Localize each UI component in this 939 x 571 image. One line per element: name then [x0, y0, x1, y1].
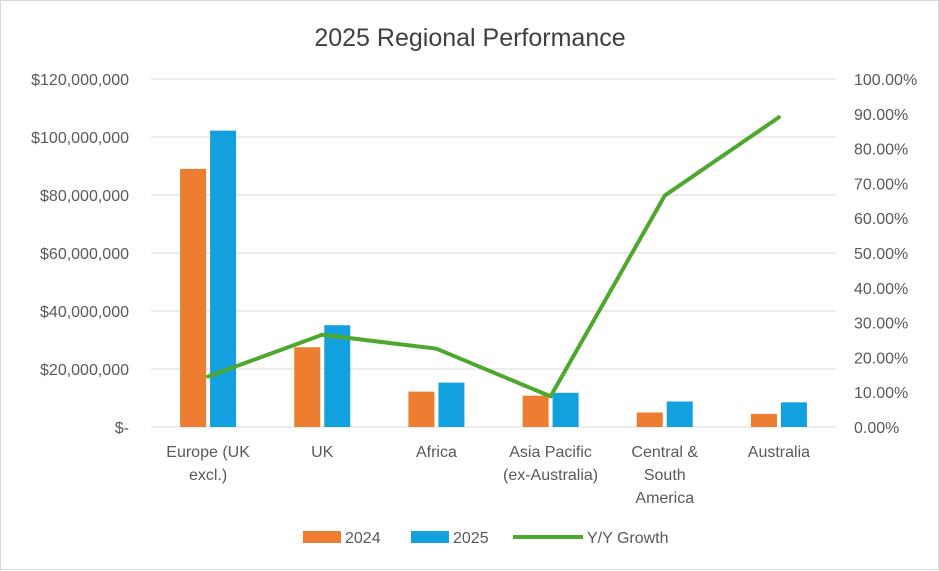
bar-2025 [781, 402, 807, 427]
left-axis-ticks: $- $20,000,000 $40,000,000 $60,000,000 $80,0… [31, 72, 129, 437]
category-label: Africa [416, 444, 457, 461]
legend-label: Y/Y Growth [587, 530, 669, 547]
category-label: excl.) [189, 467, 227, 484]
category-label: (ex-Australia) [503, 467, 598, 484]
chart-title: 2025 Regional Performance [314, 24, 625, 52]
bar-2024 [637, 413, 663, 428]
legend-item[interactable]: Y/Y Growth [513, 530, 669, 547]
right-tick-label: 0.00% [854, 420, 899, 437]
legend-swatch [303, 531, 341, 543]
legend[interactable]: 2024 2025 Y/Y Growth [303, 530, 669, 547]
right-tick-label: 60.00% [854, 211, 908, 228]
bar-2024 [751, 414, 777, 427]
right-tick-label: 90.00% [854, 107, 908, 124]
bar-2024 [294, 347, 320, 427]
left-tick-label: $120,000,000 [31, 72, 129, 89]
right-tick-label: 70.00% [854, 176, 908, 193]
growth-line [208, 117, 779, 396]
left-tick-label: $20,000,000 [40, 362, 129, 379]
category-label: Australia [748, 444, 810, 461]
right-tick-label: 50.00% [854, 246, 908, 263]
legend-swatch [411, 531, 449, 543]
bar-2025 [553, 393, 579, 427]
bars [180, 131, 807, 427]
left-tick-label: $40,000,000 [40, 304, 129, 321]
category-label: Europe (UK [166, 444, 250, 461]
bar-2025 [667, 401, 693, 427]
right-tick-label: 40.00% [854, 281, 908, 298]
bar-2025 [324, 325, 350, 427]
right-tick-label: 20.00% [854, 350, 908, 367]
right-tick-label: 30.00% [854, 316, 908, 333]
bar-2024 [180, 169, 206, 427]
category-label: America [635, 490, 694, 507]
category-labels: Europe (UK excl.) UK Africa Asia Pacific (ex-… [166, 444, 810, 507]
bar-2025 [210, 131, 236, 427]
legend-item[interactable]: 2025 [411, 530, 489, 547]
legend-item[interactable]: 2024 [303, 530, 381, 547]
right-tick-label: 10.00% [854, 385, 908, 402]
gridlines [151, 79, 836, 427]
right-tick-label: 100.00% [854, 72, 917, 89]
category-label: Central & [631, 444, 698, 461]
growth-line-layer [208, 117, 779, 396]
category-label: UK [311, 444, 334, 461]
bar-2024 [408, 392, 434, 427]
legend-label: 2024 [345, 530, 381, 547]
category-label: South [644, 467, 686, 484]
right-axis-ticks: 0.00% 10.00% 20.00% 30.00% 40.00% 50.00% 60.00… [854, 72, 917, 437]
legend-label: 2025 [453, 530, 489, 547]
left-tick-label: $60,000,000 [40, 246, 129, 263]
bar-2025 [438, 383, 464, 427]
category-label: Asia Pacific [509, 444, 592, 461]
bar-2024 [523, 396, 549, 427]
left-tick-label: $- [115, 420, 129, 437]
left-tick-label: $80,000,000 [40, 188, 129, 205]
right-tick-label: 80.00% [854, 142, 908, 159]
left-tick-label: $100,000,000 [31, 130, 129, 147]
